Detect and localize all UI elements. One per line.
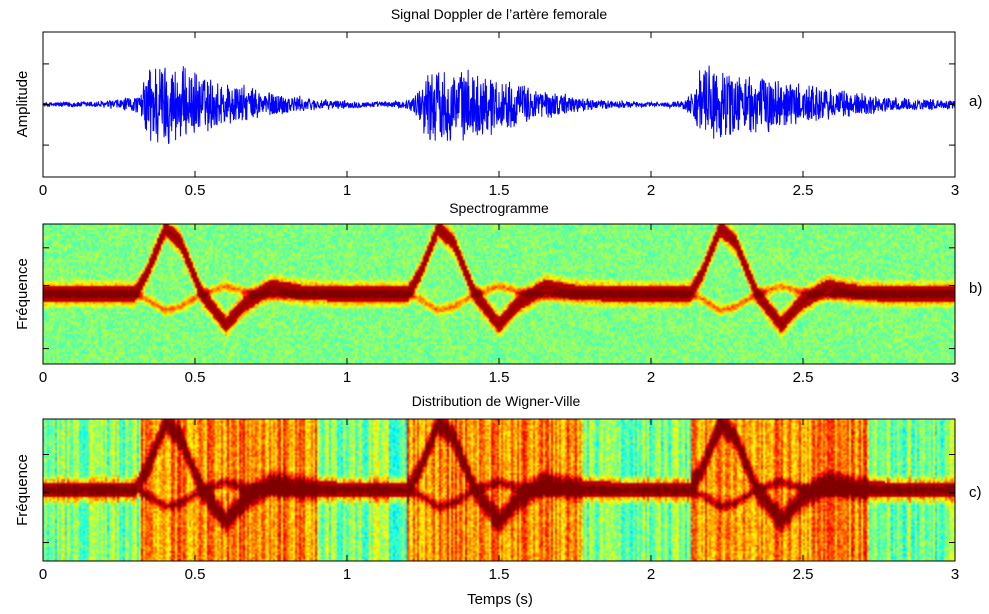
panel-a-ticks: 0 0.5 1 1.5 2 2.5 3 bbox=[39, 32, 959, 199]
panel-b-title: Spectrogramme bbox=[449, 200, 549, 216]
wigner-ville-image bbox=[43, 419, 955, 561]
x-tick-label: 0 bbox=[39, 182, 47, 199]
x-tick-label: 3 bbox=[951, 369, 959, 386]
panel-b-ylabel: Fréquence bbox=[14, 258, 31, 330]
panel-b: Spectrogramme 0 0.5 1 1.5 2 2.5 3 Fréquence b) bbox=[14, 200, 982, 386]
x-tick-label: 1.5 bbox=[489, 369, 510, 386]
x-tick-label: 0.5 bbox=[185, 182, 206, 199]
x-tick-label: 3 bbox=[951, 566, 959, 583]
x-tick-label: 0 bbox=[39, 369, 47, 386]
x-tick-label: 3 bbox=[951, 182, 959, 199]
panel-c-tag: c) bbox=[969, 484, 982, 501]
panel-a: Signal Doppler de l’artère femorale 0 0.5… bbox=[14, 6, 982, 199]
panel-c: Distribution de Wigner-Ville 0 0.5 1 1.5 2 2.… bbox=[14, 393, 982, 608]
x-tick-label: 2 bbox=[647, 566, 655, 583]
doppler-signal-line bbox=[43, 65, 955, 145]
x-tick-label: 2.5 bbox=[793, 369, 814, 386]
x-tick-label: 0.5 bbox=[185, 566, 206, 583]
x-tick-label: 1.5 bbox=[489, 182, 510, 199]
panel-c-ylabel: Fréquence bbox=[14, 454, 31, 526]
x-tick-label: 0.5 bbox=[185, 369, 206, 386]
panel-c-xlabel: Temps (s) bbox=[467, 591, 533, 608]
spectrogram-image bbox=[43, 224, 955, 364]
x-tick-label: 1 bbox=[343, 566, 351, 583]
x-tick-label: 1.5 bbox=[489, 566, 510, 583]
panel-a-title: Signal Doppler de l’artère femorale bbox=[391, 6, 608, 22]
x-tick-label: 0 bbox=[39, 566, 47, 583]
panel-b-tag: b) bbox=[969, 280, 982, 297]
x-tick-label: 2 bbox=[647, 369, 655, 386]
panel-c-title: Distribution de Wigner-Ville bbox=[412, 393, 581, 409]
x-tick-label: 1 bbox=[343, 182, 351, 199]
panel-b-ticks: 0 0.5 1 1.5 2 2.5 3 bbox=[39, 224, 959, 386]
x-tick-label: 2.5 bbox=[793, 566, 814, 583]
panel-a-tag: a) bbox=[969, 93, 982, 110]
x-tick-label: 1 bbox=[343, 369, 351, 386]
x-tick-label: 2 bbox=[647, 182, 655, 199]
panel-a-ylabel: Amplitude bbox=[14, 71, 31, 138]
panel-c-ticks: 0 0.5 1 1.5 2 2.5 3 bbox=[39, 419, 959, 583]
x-tick-label: 2.5 bbox=[793, 182, 814, 199]
